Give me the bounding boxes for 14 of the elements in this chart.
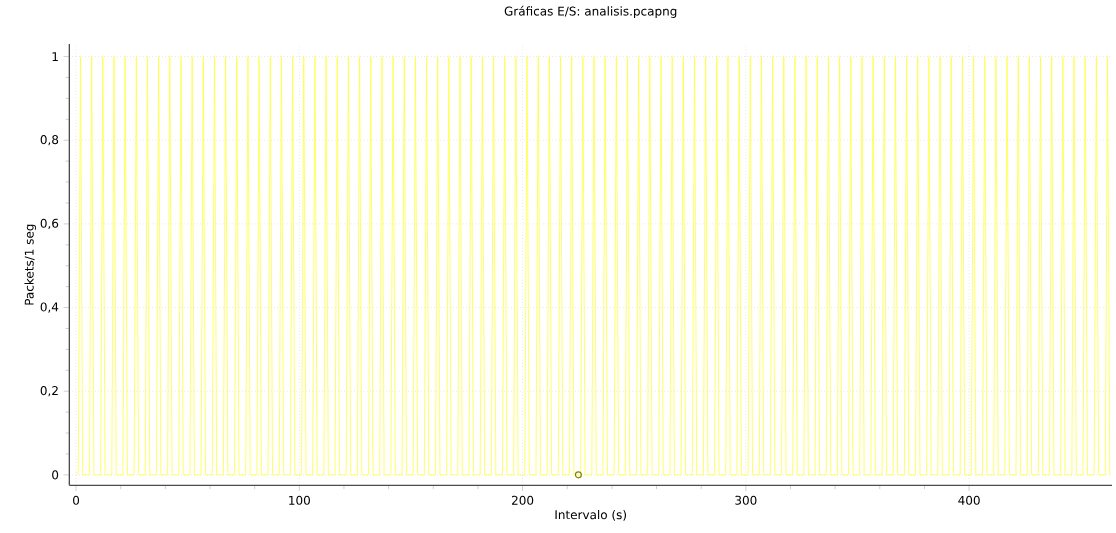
y-tick-label: 0,2: [40, 385, 58, 397]
x-axis-title: Intervalo (s): [555, 509, 627, 521]
y-tick-label: 0: [52, 470, 59, 480]
x-tick-label: 100: [289, 495, 310, 505]
x-tick-label: 0: [73, 495, 80, 505]
x-tick-label: 300: [735, 495, 757, 505]
y-tick-label: 0,4: [40, 302, 59, 313]
y-tick-label: 0,8: [40, 134, 59, 146]
y-tick-label: 1: [52, 52, 58, 61]
x-tick-label: 400: [958, 495, 980, 505]
y-axis-title: Packets/1 seg: [24, 224, 37, 305]
x-tick-label: 200: [512, 495, 534, 505]
chart-title: Gráficas E/S: analisis.pcapng: [504, 5, 677, 18]
y-tick-label: 0,6: [40, 218, 59, 229]
